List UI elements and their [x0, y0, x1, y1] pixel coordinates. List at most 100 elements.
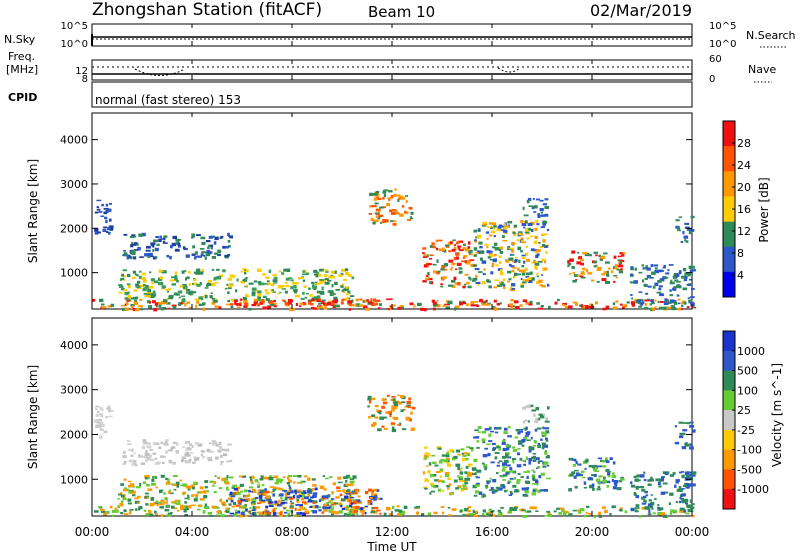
velocity-echo-cell: [190, 452, 194, 454]
velocity-echo-cell: [343, 506, 347, 509]
power-echo-cell: [266, 280, 270, 283]
velocity-echo-cell: [521, 444, 525, 447]
velocity-echo-cell: [257, 492, 261, 495]
velocity-echo-cell: [111, 509, 117, 513]
velocity-echo-cell: [182, 492, 185, 496]
power-echo-cell: [461, 301, 466, 305]
power-echo-cell: [449, 268, 453, 271]
velocity-echo-cell: [244, 495, 250, 498]
power-echo-cell: [651, 271, 656, 275]
power-echo-cell: [448, 284, 453, 287]
power-echo-cell: [397, 198, 400, 202]
power-echo-cell: [149, 252, 153, 256]
power-echo-cell: [281, 299, 286, 302]
power-echo-cell: [133, 289, 138, 292]
velocity-echo-cell: [672, 472, 676, 475]
power-echo-cell: [174, 248, 180, 252]
power-echo-cell: [511, 288, 516, 290]
velocity-echo-region: [229, 486, 383, 516]
power-echo-cell: [227, 278, 232, 281]
power-echo-cell: [464, 248, 470, 252]
velocity-echo-cell: [423, 457, 428, 460]
power-echo-cell: [131, 241, 134, 245]
power-echo-cell: [533, 228, 536, 231]
velocity-echo-cell: [449, 448, 454, 451]
power-echo-cell: [375, 219, 379, 223]
velocity-echo-cell: [294, 514, 297, 518]
velocity-echo-cell: [532, 453, 537, 455]
power-echo-cell: [375, 300, 381, 303]
power-echo-cell: [540, 214, 545, 217]
power-echo-cell: [456, 262, 462, 266]
power-colorbar-segment: [723, 121, 735, 147]
velocity-echo-cell: [241, 512, 245, 516]
power-echo-cell: [649, 303, 652, 306]
velocity-echo-cell: [179, 479, 183, 482]
power-echo-cell: [489, 222, 493, 225]
velocity-echo-cell: [684, 444, 689, 447]
power-echo-cell: [489, 226, 493, 230]
power-echo-cell: [567, 260, 570, 264]
velocity-echo-cell: [441, 480, 445, 484]
velocity-echo-cell: [391, 396, 396, 398]
power-echo-cell: [691, 288, 695, 290]
power-echo-cell: [370, 303, 376, 307]
velocity-echo-cell: [266, 490, 270, 494]
velocity-echo-cell: [128, 485, 133, 488]
velocity-echo-cell: [401, 401, 406, 404]
power-echo-cell: [580, 262, 584, 266]
power-echo-cell: [618, 270, 623, 274]
power-echo-cell: [613, 255, 617, 259]
velocity-echo-cell: [634, 478, 639, 482]
power-echo-cell: [127, 273, 131, 278]
power-echo-cell: [375, 302, 378, 306]
velocity-echo-cell: [474, 472, 477, 475]
velocity-echo-cell: [345, 483, 351, 487]
power-echo-cell: [134, 300, 137, 303]
power-colorbar-segment: [723, 246, 735, 273]
power-echo-cell: [470, 304, 476, 307]
velocity-echo-cell: [175, 481, 180, 485]
velocity-echo-cell: [445, 454, 450, 458]
velocity-echo-cell: [410, 427, 415, 431]
power-echo-cell: [284, 290, 288, 294]
velocity-echo-cell: [519, 508, 522, 511]
power-echo-cell: [185, 277, 188, 281]
velocity-echo-cell: [257, 482, 260, 484]
velocity-echo-cell: [328, 505, 332, 508]
velocity-echo-cell: [377, 428, 382, 432]
freq-left-tick-bottom: 8: [82, 74, 88, 85]
velocity-echo-cell: [408, 418, 412, 422]
velocity-echo-cell: [461, 457, 466, 462]
power-echo-cell: [663, 302, 669, 305]
velocity-colorbar-segment: [723, 410, 735, 431]
power-echo-cell: [409, 302, 414, 306]
velocity-echo-cell: [464, 481, 469, 485]
velocity-echo-cell: [251, 498, 257, 501]
power-echo-cell: [512, 305, 516, 307]
power-echo-cell: [142, 284, 146, 287]
power-echo-cell: [538, 279, 543, 283]
velocity-echo-cell: [364, 512, 367, 515]
velocity-echo-cell: [247, 489, 251, 492]
velocity-echo-cell: [155, 443, 158, 445]
power-echo-cell: [664, 298, 668, 300]
power-echo-cell: [105, 219, 108, 224]
power-echo-cell: [420, 307, 424, 311]
velocity-echo-cell: [492, 514, 496, 517]
power-echo-cell: [130, 251, 136, 254]
power-echo-cell: [377, 210, 381, 213]
power-echo-cell: [226, 283, 229, 286]
velocity-echo-cell: [202, 510, 206, 514]
velocity-echo-cell: [448, 514, 451, 517]
power-echo-cell: [347, 302, 350, 305]
velocity-echo-cell: [155, 502, 159, 504]
power-echo-cell: [585, 268, 589, 273]
power-echo-cell: [308, 287, 311, 290]
power-echo-cell: [144, 253, 149, 257]
velocity-echo-cell: [459, 479, 464, 483]
velocity-echo-cell: [130, 454, 134, 457]
velocity-echo-cell: [268, 477, 274, 481]
velocity-echo-cell: [235, 511, 240, 514]
